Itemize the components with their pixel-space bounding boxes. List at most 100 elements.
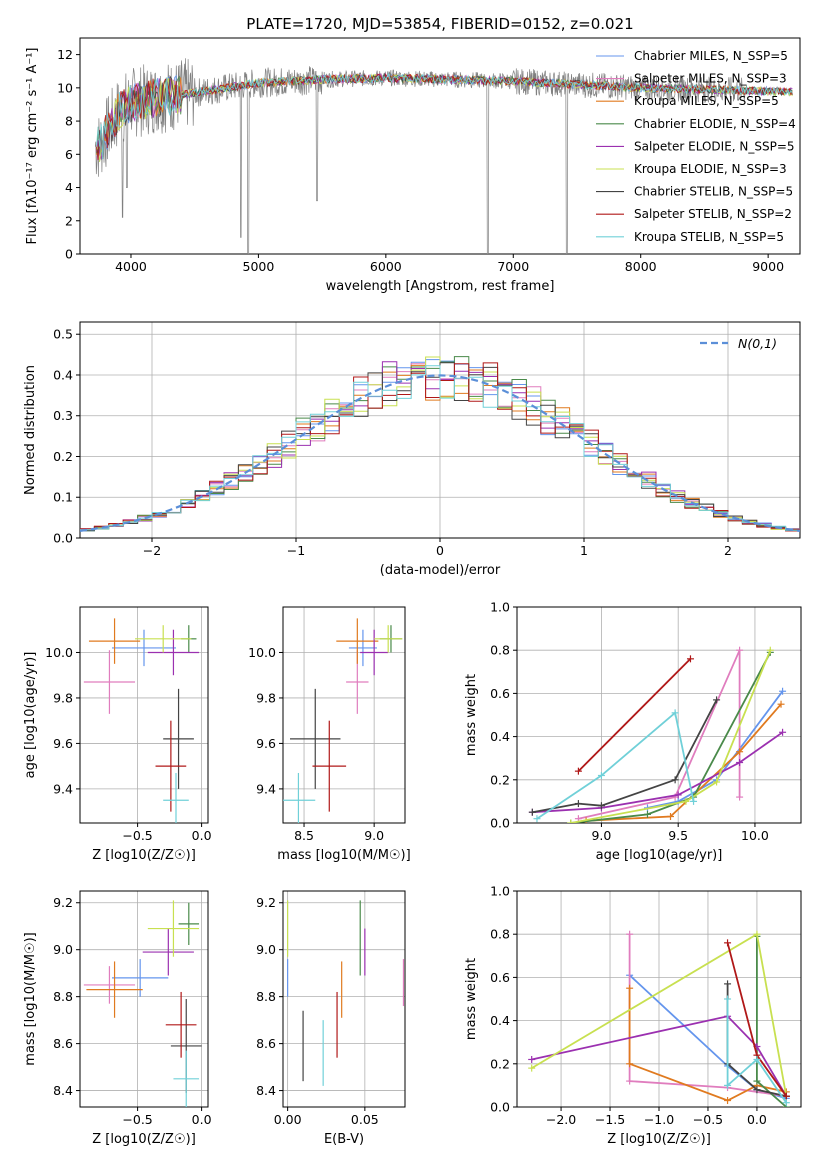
- y-tick-label: 9.4: [256, 781, 276, 796]
- y-axis-label: mass [log10(M/M☉)]: [23, 932, 38, 1065]
- axes-weight_vs_age: 9.0 9.5 10.0 0.0 0.2 0.4 0.6 0.8 1.0 age [log10(a…: [464, 600, 802, 863]
- x-axis-label: Z [log10(Z/Z☉)]: [607, 1132, 711, 1147]
- y-tick-label: 8.6: [53, 1036, 73, 1051]
- x-tick-label: −0.5: [693, 1112, 723, 1127]
- weight-series: [724, 995, 790, 1107]
- x-tick-label: 8000: [625, 259, 657, 274]
- y-tick-label: 0.6: [490, 686, 510, 701]
- legend-entry: Kroupa STELIB, N_SSP=5: [634, 230, 784, 244]
- legend-entry: Salpeter ELODIE, N_SSP=5: [634, 139, 795, 153]
- y-tick-label: 10: [57, 80, 73, 95]
- y-tick-label: 9.8: [256, 690, 276, 705]
- errorbar-point: [290, 688, 341, 789]
- errorbar-point: [374, 625, 403, 653]
- errorbar-point: [163, 688, 194, 789]
- legend: N(0,1): [700, 336, 777, 351]
- y-axis-label: mass weight: [464, 674, 479, 756]
- x-tick-label: 0.0: [192, 828, 212, 843]
- x-tick-label: 5000: [243, 259, 275, 274]
- weight-series: [567, 646, 774, 823]
- axes-age_vs_Z: −0.5 0.0 9.4 9.6 9.8 10.0 Z [log10(Z/Z☉)] age […: [23, 606, 212, 863]
- x-axis-label: mass [log10(M/M☉)]: [277, 848, 410, 863]
- axes-spectrum: 4000 5000 6000 7000 8000 9000 0 2 4 6 8 10 12 wavelen…: [25, 15, 801, 294]
- y-axis-label: Normed distribution: [23, 365, 38, 495]
- legend-entry: Salpeter STELIB, N_SSP=2: [634, 207, 792, 221]
- y-tick-label: 9.0: [53, 942, 73, 957]
- y-tick-label: 0.4: [490, 729, 510, 744]
- y-tick-label: 8.6: [256, 1036, 276, 1051]
- x-tick-label: 8.5: [294, 828, 314, 843]
- axes-frame: [516, 606, 802, 824]
- y-tick-label: 0.4: [490, 1013, 510, 1028]
- x-tick-label: 9000: [752, 259, 784, 274]
- x-tick-label: 10.0: [741, 828, 769, 843]
- x-tick-label: 4000: [115, 259, 147, 274]
- x-tick-label: 0.05: [351, 1112, 379, 1127]
- y-tick-label: 9.2: [256, 895, 276, 910]
- y-tick-label: 9.2: [53, 895, 73, 910]
- errorbar-point: [142, 928, 194, 976]
- y-tick-label: 8.4: [256, 1083, 276, 1098]
- x-tick-label: −0.5: [122, 828, 152, 843]
- errorbar-point: [173, 1050, 200, 1107]
- gaussian-reference-curve: [80, 374, 800, 532]
- y-tick-label: 2: [65, 213, 73, 228]
- errorbar-point: [312, 720, 347, 812]
- x-axis-label: E(B-V): [324, 1132, 364, 1147]
- x-tick-label: 2: [724, 543, 732, 558]
- y-tick-label: 10.0: [248, 645, 276, 660]
- marks-residuals: [80, 356, 800, 532]
- x-tick-label: 9.5: [668, 828, 688, 843]
- y-tick-label: 0.4: [53, 367, 73, 382]
- x-tick-label: −2: [143, 543, 161, 558]
- weight-line: [570, 649, 772, 823]
- y-tick-label: 1.0: [490, 600, 510, 615]
- y-tick-label: 4: [65, 180, 73, 195]
- errorbar-point: [336, 618, 379, 664]
- weight-line: [577, 658, 692, 772]
- errorbar-point: [360, 629, 389, 676]
- weight-line: [586, 703, 782, 822]
- y-tick-label: 0.1: [53, 490, 73, 505]
- x-axis-label: wavelength [Angstrom, rest frame]: [326, 279, 555, 294]
- axes-frame: [79, 37, 801, 255]
- x-tick-label: 9.0: [591, 828, 611, 843]
- legend-entry: Chabrier ELODIE, N_SSP=4: [634, 117, 796, 131]
- y-tick-label: 9.8: [53, 690, 73, 705]
- weight-line: [726, 999, 788, 1104]
- y-tick-label: 9.0: [256, 942, 276, 957]
- weight-line: [570, 651, 772, 823]
- y-tick-label: 0.3: [53, 408, 73, 423]
- y-tick-label: 9.6: [53, 736, 73, 751]
- axes-mass_vs_Z: −0.5 0.0 8.4 8.6 8.8 9.0 9.2 Z [log10(Z/Z☉)] mas…: [23, 890, 212, 1147]
- x-tick-label: −0.5: [122, 1112, 152, 1127]
- axes-frame: [79, 606, 209, 824]
- legend-entry: Chabrier STELIB, N_SSP=5: [634, 185, 793, 199]
- errorbar-point: [112, 959, 169, 997]
- y-axis-label: mass weight: [464, 958, 479, 1040]
- weight-line: [536, 711, 695, 820]
- y-tick-label: 1.0: [490, 884, 510, 899]
- y-tick-label: 0.8: [490, 643, 510, 658]
- x-tick-label: −1.5: [595, 1112, 625, 1127]
- errorbar-point: [283, 772, 316, 823]
- marks-weight_vs_Z: [528, 930, 790, 1107]
- legend: Chabrier MILES, N_SSP=5 Salpeter MILES, N…: [596, 49, 796, 244]
- y-tick-label: 0.8: [490, 927, 510, 942]
- histogram-step: [80, 365, 800, 531]
- marks-age_vs_Z: [83, 618, 200, 823]
- axes-mass_vs_ebv: 0.00 0.05 8.4 8.6 8.8 9.0 9.2 E(B-V): [256, 890, 406, 1147]
- y-tick-label: 0.2: [490, 772, 510, 787]
- x-axis-label: Z [log10(Z/Z☉)]: [92, 1132, 196, 1147]
- marks-weight_vs_age: [528, 646, 787, 823]
- axes-age_vs_mass: 8.5 9.0 9.4 9.6 9.8 10.0 mass [log10(M/M☉)]: [248, 606, 411, 863]
- x-tick-label: −1: [287, 543, 305, 558]
- axes-frame: [282, 890, 406, 1108]
- weight-series: [533, 709, 698, 823]
- errorbar-point: [88, 618, 141, 664]
- x-tick-label: 0: [436, 543, 444, 558]
- x-tick-label: 1: [580, 543, 588, 558]
- y-tick-label: 6: [65, 147, 73, 162]
